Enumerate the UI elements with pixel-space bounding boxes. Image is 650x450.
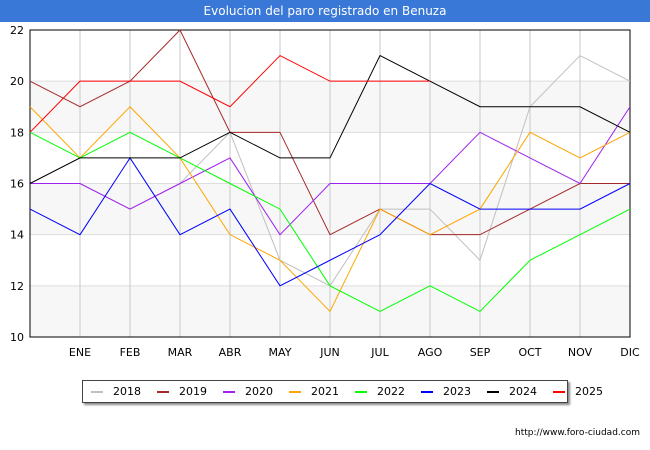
legend-label: 2024 bbox=[509, 385, 537, 398]
x-tick-label: JUL bbox=[370, 346, 389, 359]
legend-item-2019: 2019 bbox=[157, 385, 207, 398]
x-tick-label: JUN bbox=[319, 346, 340, 359]
legend-swatch bbox=[289, 390, 301, 393]
legend-swatch bbox=[355, 390, 367, 393]
legend-item-2024: 2024 bbox=[487, 385, 537, 398]
legend: 2018 2019 2020 2021 2022 2023 2024 2025 bbox=[82, 380, 603, 403]
x-tick-label: OCT bbox=[518, 346, 541, 359]
x-tick-label: NOV bbox=[568, 346, 593, 359]
legend-item-2018: 2018 bbox=[91, 385, 141, 398]
legend-label: 2023 bbox=[443, 385, 471, 398]
legend-label: 2021 bbox=[311, 385, 339, 398]
y-tick-label: 14 bbox=[10, 229, 24, 242]
legend-label: 2025 bbox=[575, 385, 603, 398]
legend-swatch bbox=[421, 390, 433, 393]
legend-item-2020: 2020 bbox=[223, 385, 273, 398]
legend-swatch bbox=[91, 390, 103, 393]
y-tick-label: 20 bbox=[10, 75, 24, 88]
legend-label: 2018 bbox=[113, 385, 141, 398]
x-tick-label: SEP bbox=[470, 346, 491, 359]
x-tick-label: ENE bbox=[69, 346, 91, 359]
legend-item-2025: 2025 bbox=[553, 385, 603, 398]
x-tick-label: MAR bbox=[168, 346, 193, 359]
legend-label: 2020 bbox=[245, 385, 273, 398]
legend-swatch bbox=[487, 390, 499, 393]
x-tick-label: FEB bbox=[120, 346, 141, 359]
legend-label: 2019 bbox=[179, 385, 207, 398]
x-tick-label: DIC bbox=[620, 346, 640, 359]
y-tick-label: 16 bbox=[10, 178, 24, 191]
y-tick-label: 12 bbox=[10, 280, 24, 293]
legend-swatch bbox=[553, 390, 565, 393]
legend-item-2022: 2022 bbox=[355, 385, 405, 398]
x-tick-label: AGO bbox=[418, 346, 443, 359]
y-tick-label: 10 bbox=[10, 331, 24, 344]
y-tick-label: 18 bbox=[10, 126, 24, 139]
chart-title: Evolucion del paro registrado en Benuza bbox=[0, 0, 650, 22]
x-tick-label: ABR bbox=[219, 346, 242, 359]
y-tick-label: 22 bbox=[10, 24, 24, 37]
legend-item-2021: 2021 bbox=[289, 385, 339, 398]
legend-swatch bbox=[157, 390, 169, 393]
x-tick-label: MAY bbox=[269, 346, 292, 359]
legend-item-2023: 2023 bbox=[421, 385, 471, 398]
legend-swatch bbox=[223, 390, 235, 393]
source-link[interactable]: http://www.foro-ciudad.com bbox=[515, 428, 640, 438]
legend-label: 2022 bbox=[377, 385, 405, 398]
